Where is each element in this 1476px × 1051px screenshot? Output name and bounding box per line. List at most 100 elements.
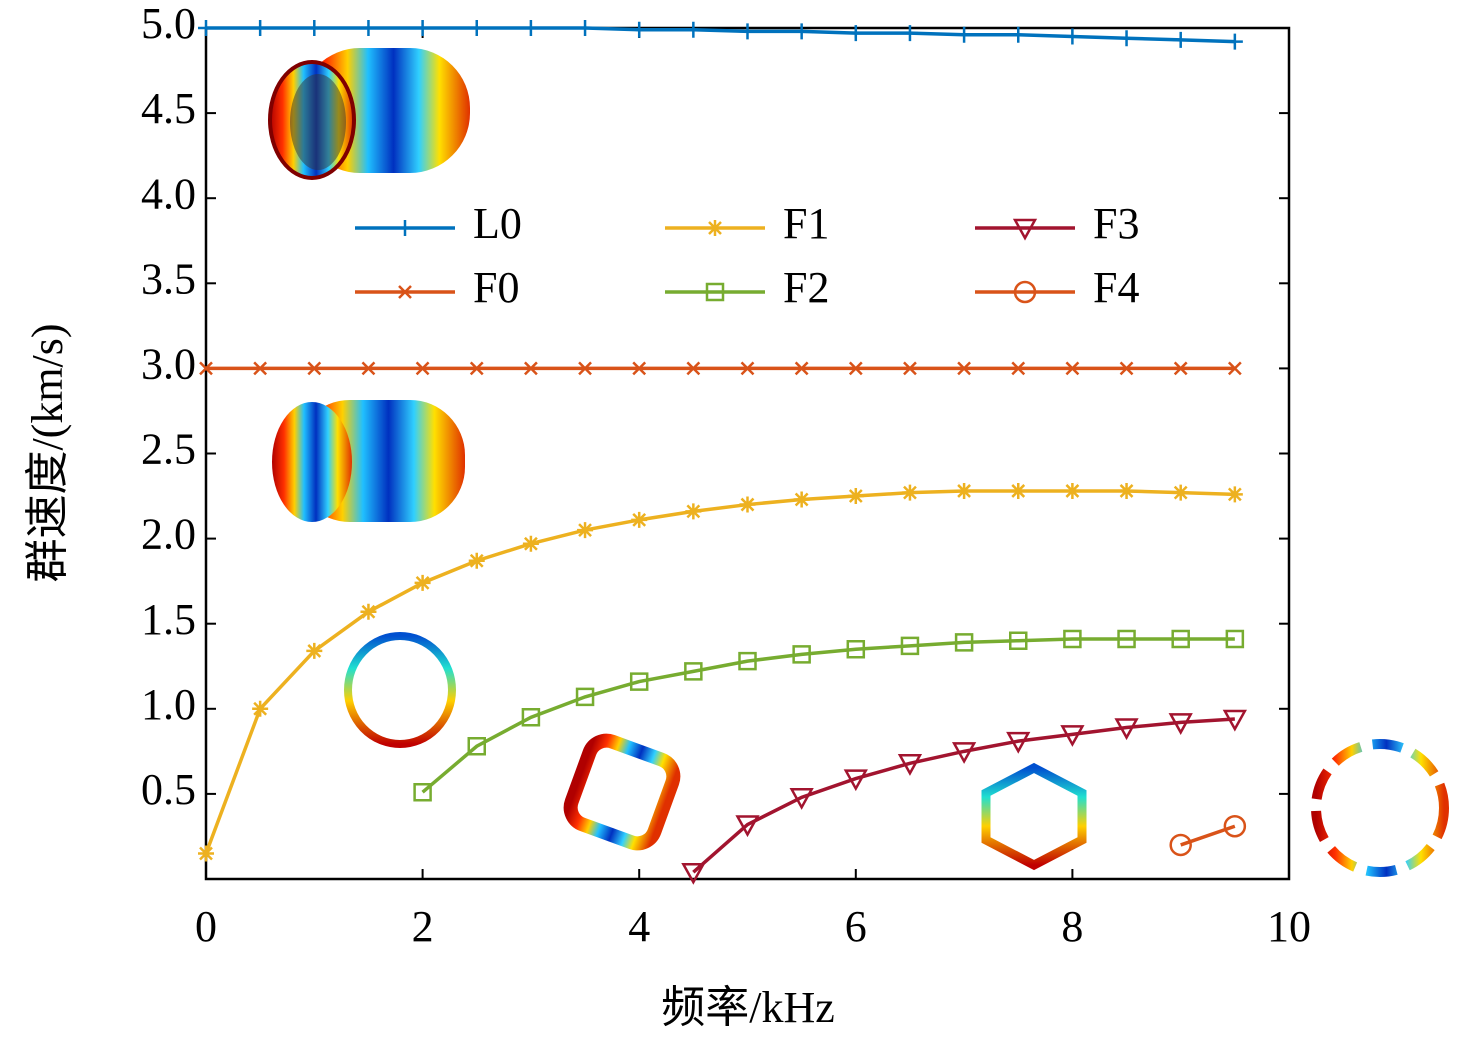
marker: [684, 662, 703, 681]
marker: [685, 21, 702, 38]
marker: [793, 491, 810, 508]
marker: [901, 484, 918, 501]
y-tick-label: 2.5: [141, 425, 196, 474]
marker: [521, 708, 541, 727]
marker: [1064, 28, 1081, 45]
marker: [414, 574, 431, 591]
marker: [198, 845, 214, 862]
series-line: [204, 489, 1235, 855]
marker: [198, 20, 214, 36]
marker: [1063, 629, 1082, 649]
marker: [847, 25, 864, 42]
marker: [467, 736, 486, 756]
marker: [1223, 814, 1247, 838]
legend-label: F3: [1093, 199, 1139, 248]
marker: [577, 522, 594, 539]
marker: [468, 20, 485, 36]
legend-marker: [1013, 280, 1037, 304]
marker: [1226, 33, 1243, 50]
marker: [306, 20, 323, 36]
marker: [360, 603, 377, 620]
marker: [738, 651, 757, 671]
y-tick-label: 4.5: [141, 84, 196, 133]
marker: [903, 361, 917, 376]
marker: [847, 488, 864, 505]
marker: [1169, 833, 1192, 857]
marker: [252, 700, 269, 717]
y-tick-label: 1.5: [141, 595, 196, 644]
marker: [739, 23, 756, 40]
legend-label: F2: [783, 263, 829, 312]
x-tick-label: 4: [628, 902, 650, 951]
legend-marker: [398, 285, 412, 299]
marker: [629, 672, 649, 691]
series-line: [421, 637, 1235, 794]
marker: [522, 20, 539, 36]
marker: [1010, 482, 1027, 499]
marker: [1225, 629, 1245, 649]
marker: [1118, 30, 1135, 47]
marker: [848, 361, 863, 376]
marker: [1006, 731, 1031, 754]
marker: [415, 361, 430, 376]
x-tick-label: 2: [412, 902, 434, 951]
marker: [897, 754, 923, 776]
marker: [792, 645, 811, 664]
marker: [681, 862, 706, 885]
marker: [1010, 26, 1027, 43]
marker: [575, 687, 595, 707]
legend-label: L0: [473, 199, 522, 248]
marker: [1065, 361, 1080, 376]
y-tick-label: 5.0: [141, 0, 196, 48]
marker: [951, 742, 977, 764]
marker: [631, 21, 648, 38]
marker: [577, 20, 594, 36]
y-tick-label: 3.0: [141, 339, 196, 388]
marker: [740, 361, 755, 376]
series-line: [206, 26, 1235, 44]
marker: [360, 20, 377, 36]
marker: [414, 20, 431, 36]
marker: [522, 535, 539, 552]
marker: [1117, 629, 1136, 649]
marker: [252, 20, 269, 36]
x-tick-label: 6: [845, 902, 867, 951]
marker: [901, 25, 918, 42]
y-axis-title: 群速度/(km/s): [23, 323, 72, 582]
marker: [524, 361, 538, 376]
series-line: [692, 717, 1235, 874]
legend-marker: [705, 282, 725, 302]
marker: [1114, 718, 1139, 741]
marker: [1168, 713, 1193, 735]
marker: [631, 511, 648, 528]
marker: [1009, 631, 1028, 650]
marker: [685, 503, 702, 520]
marker: [735, 815, 760, 838]
marker: [1173, 361, 1188, 376]
x-tick-label: 0: [195, 902, 217, 951]
marker: [1064, 482, 1081, 499]
marker: [956, 482, 973, 499]
x-tick-label: 8: [1061, 902, 1083, 951]
marker: [468, 552, 485, 569]
marker: [307, 361, 322, 376]
marker: [794, 361, 809, 376]
marker: [846, 639, 866, 659]
marker: [469, 361, 484, 376]
marker: [957, 361, 971, 376]
marker: [306, 642, 323, 659]
y-tick-label: 2.0: [141, 510, 196, 559]
marker: [1222, 709, 1247, 732]
marker: [578, 361, 592, 376]
y-tick-label: 3.5: [141, 254, 196, 303]
marker: [632, 361, 647, 376]
legend-marker: [397, 220, 413, 236]
legend-marker: [1012, 218, 1038, 241]
marker: [1118, 482, 1135, 499]
marker: [900, 636, 920, 656]
marker: [199, 361, 213, 376]
marker: [361, 361, 376, 376]
marker: [1119, 361, 1134, 376]
marker: [739, 496, 756, 513]
